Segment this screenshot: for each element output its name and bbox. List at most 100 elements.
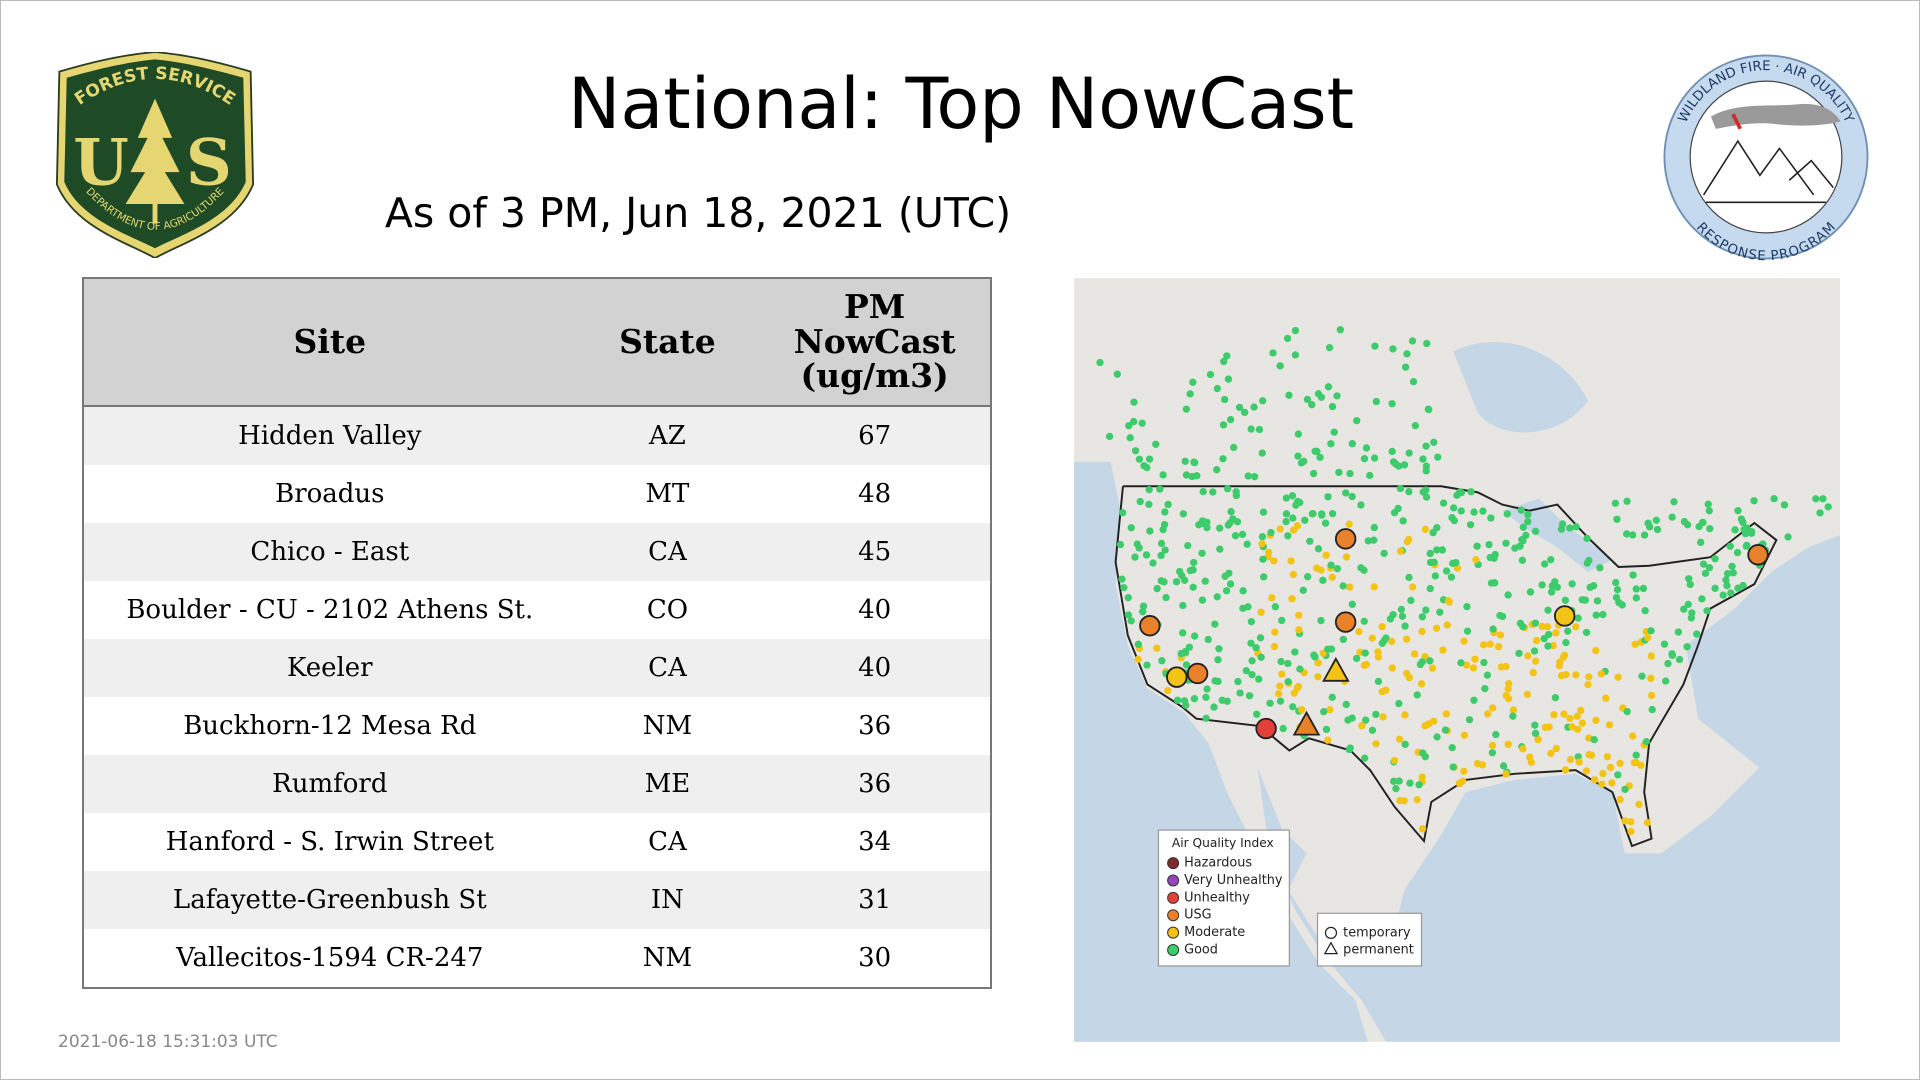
- site-marker: [1257, 608, 1265, 616]
- site-marker: [1215, 645, 1223, 653]
- site-marker: [1504, 740, 1512, 749]
- site-marker: [1439, 646, 1447, 654]
- site-marker: [1326, 705, 1334, 714]
- site-marker: [1295, 611, 1303, 619]
- table-cell: Chico - East: [83, 523, 576, 581]
- top-site-marker: [1334, 528, 1357, 550]
- site-marker: [1317, 393, 1326, 401]
- top-site-marker: [1292, 710, 1321, 736]
- table-cell: CA: [575, 523, 760, 581]
- site-marker: [1355, 627, 1363, 636]
- site-marker: [1210, 703, 1218, 711]
- site-marker: [1120, 583, 1128, 592]
- site-marker: [1238, 530, 1247, 539]
- atlantic: [1685, 535, 1840, 768]
- site-marker: [1640, 531, 1649, 539]
- site-marker: [1734, 584, 1742, 592]
- site-marker: [1282, 494, 1291, 502]
- site-marker: [1780, 501, 1789, 509]
- site-marker: [1214, 677, 1222, 686]
- site-marker: [1189, 378, 1197, 386]
- site-marker: [1190, 558, 1198, 567]
- site-marker: [1285, 391, 1293, 399]
- site-marker: [1293, 522, 1302, 530]
- site-marker: [1470, 696, 1478, 704]
- site-marker: [1282, 517, 1290, 526]
- site-marker: [1158, 657, 1166, 665]
- legend-label: Good: [1184, 943, 1218, 958]
- site-marker: [1318, 510, 1326, 518]
- site-marker: [1719, 591, 1727, 599]
- site-marker: [1413, 691, 1421, 699]
- site-marker: [1396, 484, 1405, 493]
- pacific-ocean: [1074, 461, 1368, 1042]
- table-row: Hidden Valley AZ 67: [83, 406, 991, 465]
- site-marker: [1698, 595, 1706, 603]
- site-marker: [1471, 655, 1479, 663]
- site-marker: [1473, 542, 1481, 550]
- logo-letter: S: [186, 125, 232, 200]
- site-marker: [1284, 659, 1292, 668]
- site-marker: [1733, 548, 1742, 557]
- site-marker: [1327, 561, 1335, 569]
- site-marker: [1517, 506, 1525, 514]
- site-marker: [1426, 558, 1435, 567]
- site-marker: [1248, 657, 1256, 665]
- legend-swatch: [1167, 891, 1180, 904]
- site-marker: [1382, 686, 1390, 694]
- site-marker: [1156, 485, 1164, 493]
- site-marker: [1157, 577, 1165, 585]
- site-marker: [1647, 652, 1656, 660]
- site-marker: [1231, 532, 1240, 540]
- site-marker: [1727, 589, 1735, 597]
- site-marker: [1688, 609, 1696, 617]
- site-marker: [1185, 643, 1194, 651]
- site-marker: [1605, 721, 1614, 729]
- top-site-marker: [1747, 544, 1769, 566]
- shape-label: permanent: [1343, 943, 1414, 958]
- site-marker: [1450, 516, 1458, 525]
- site-marker: [1693, 630, 1701, 638]
- site-marker: [1442, 710, 1450, 718]
- site-marker: [1747, 529, 1756, 538]
- site-marker: [1683, 643, 1691, 651]
- site-marker: [1118, 509, 1127, 517]
- site-marker: [1247, 639, 1255, 647]
- site-marker: [1527, 758, 1535, 766]
- site-marker: [1509, 706, 1518, 714]
- site-marker: [1291, 648, 1299, 656]
- site-marker: [1616, 759, 1624, 768]
- site-marker: [1529, 668, 1537, 677]
- site-marker: [1388, 447, 1396, 456]
- site-marker: [1258, 533, 1267, 541]
- site-marker: [1447, 573, 1456, 581]
- site-marker: [1632, 751, 1640, 759]
- site-marker: [1191, 458, 1199, 467]
- site-marker: [1145, 485, 1153, 494]
- table-row: Vallecitos-1594 CR-247 NM 30: [83, 929, 991, 988]
- site-marker: [1380, 549, 1388, 558]
- site-marker: [1271, 628, 1279, 636]
- site-marker: [1426, 549, 1434, 558]
- site-marker: [1608, 779, 1616, 787]
- site-marker: [1257, 653, 1265, 661]
- site-marker: [1592, 716, 1600, 724]
- site-marker: [1142, 551, 1151, 559]
- site-marker: [1276, 525, 1284, 533]
- site-marker: [1214, 656, 1222, 664]
- site-marker: [1547, 749, 1555, 758]
- site-marker: [1325, 344, 1334, 352]
- site-marker: [1226, 580, 1235, 588]
- site-marker: [1627, 818, 1635, 826]
- site-marker: [1342, 700, 1350, 709]
- site-marker: [1612, 593, 1621, 602]
- site-marker: [1179, 601, 1187, 610]
- site-marker: [1577, 706, 1585, 714]
- site-marker: [1711, 584, 1719, 593]
- site-marker: [1172, 578, 1181, 586]
- site-marker: [1379, 713, 1387, 721]
- site-marker: [1519, 623, 1527, 631]
- site-marker: [1234, 677, 1242, 686]
- site-marker: [1531, 657, 1540, 665]
- table-row: Hanford - S. Irwin Street CA 34: [83, 813, 991, 871]
